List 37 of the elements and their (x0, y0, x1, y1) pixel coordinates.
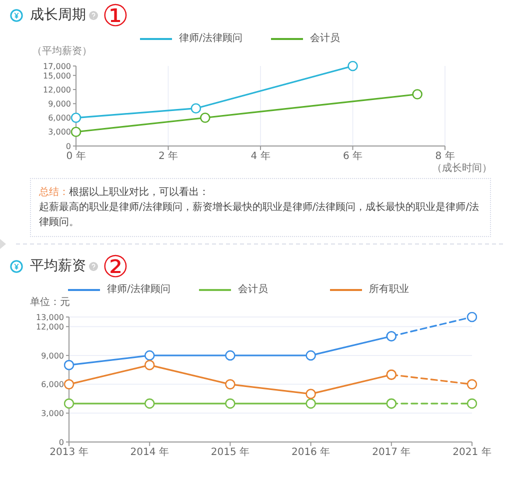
y-tick-label: 9,000 (48, 99, 71, 108)
x-tick-label: 2021 年 (452, 446, 492, 458)
x-tick-label: 2015 年 (210, 446, 250, 458)
x-tick-label: 8 年 (435, 150, 455, 162)
chart-title: 成长周期 (30, 7, 86, 23)
y-tick-label: 3,000 (48, 128, 71, 137)
y-tick-label: 9,000 (41, 351, 64, 360)
y-tick-label: 6,000 (48, 114, 71, 123)
y-axis-title: 单位：元 (30, 297, 70, 308)
x-tick-label: 2013 年 (50, 446, 88, 458)
y-tick-label: 12,000 (43, 85, 71, 94)
text: ① (102, 0, 129, 34)
x-tick-label: 2014 年 (130, 446, 169, 458)
x-tick-label: 6 年 (342, 150, 363, 162)
legend-label: 律师/法律顾问 (107, 284, 170, 295)
legend-label: 律师/法律顾问 (179, 33, 242, 44)
x-tick-label: 2017 年 (372, 446, 411, 458)
x-tick-label: 2 年 (158, 150, 178, 162)
y-tick-label: 13,000 (36, 312, 64, 322)
x-axis-title: （成长时间） (432, 163, 492, 174)
y-tick-label: 17,000 (43, 62, 71, 71)
y-tick-label: 6,000 (41, 380, 64, 390)
y-tick-label: 0 (58, 438, 64, 447)
y-tick-label: 12,000 (36, 322, 64, 332)
chart-title: 平均薪资 (30, 258, 86, 274)
summary-box: 总结：根据以上职业对比，可以看出： 起薪最高的职业是律师/法律顾问，薪资增长最快的职业是律师/法律顾问，成长最快的职业是律师/法律顾问。 (30, 178, 491, 237)
legend-label: 会计员 (238, 284, 268, 295)
y-tick-label: 15,000 (43, 71, 71, 80)
y-axis-title: （平均薪资） (32, 46, 92, 57)
x-tick-label: 4 年 (250, 150, 270, 162)
text: ② (102, 250, 129, 285)
legend-label: 会计员 (310, 33, 340, 44)
x-tick-label: 2016 年 (291, 446, 330, 458)
y-tick-label: 3,000 (41, 408, 64, 418)
legend-label: 所有职业 (369, 284, 409, 295)
x-tick-label: 0 年 (66, 150, 86, 162)
y-tick-label: 0 (66, 142, 71, 151)
